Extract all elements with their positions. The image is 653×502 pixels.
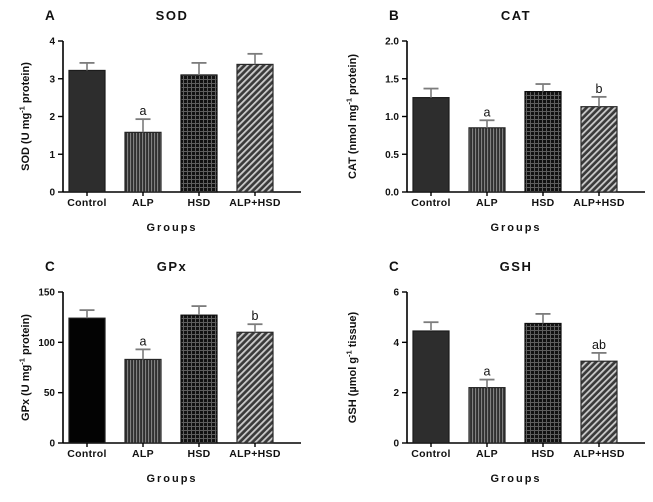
bar-control: [412, 97, 450, 193]
x-tick-label: ALP+HSD: [229, 197, 281, 209]
y-tick-label: 1.0: [385, 112, 399, 123]
x-tick-label: ALP: [476, 197, 498, 209]
y-tick-label: 6: [393, 288, 399, 299]
y-tick-label: 0.5: [385, 150, 399, 161]
y-tick-label: 3: [49, 74, 55, 85]
significance-label: a: [484, 105, 491, 119]
panel-gsh: C GSH 0 2 4 6 GSH (µmol g-1 tissue) Control a ALP…: [327, 251, 653, 502]
x-tick-label: HSD: [531, 448, 554, 460]
bar-alp: [124, 358, 162, 444]
panel-letter: C: [389, 259, 399, 274]
bar-hsd: [180, 74, 218, 193]
y-tick-label: 4: [393, 338, 399, 349]
panel-letter: C: [45, 259, 55, 274]
chart-cat: B CAT 0.0 0.5 1.0 1.5 2.0 CAT (nmol mg-1 protei…: [345, 8, 645, 234]
bar-hsd: [180, 314, 218, 444]
x-tick-label: HSD: [531, 197, 554, 209]
y-tick-label: 0: [49, 439, 55, 450]
x-tick-label: ALP: [476, 448, 498, 460]
significance-label: a: [140, 334, 147, 348]
significance-label: b: [252, 309, 259, 323]
bar-alp: [124, 131, 162, 193]
y-tick-label: 150: [38, 288, 55, 299]
panel-sod: A SOD 0 1 2 3 4 SOD (U mg-1 protein) Control a ALP…: [0, 0, 327, 251]
panel-gpx: C GPx 0 50 100 150 GPx (U mg-1 protein) Control…: [0, 251, 327, 502]
y-axis-label: SOD (U mg-1 protein): [18, 62, 33, 171]
bar-alp: [468, 387, 506, 444]
panel-title: SOD: [156, 8, 189, 23]
x-tick-label: Control: [411, 448, 450, 460]
bar-control: [412, 330, 450, 444]
x-axis-label: Groups: [490, 222, 541, 234]
x-axis-label: Groups: [490, 473, 541, 485]
x-tick-label: Control: [67, 448, 106, 460]
panel-title: GPx: [157, 259, 188, 274]
bar-alp-hsd: [236, 331, 274, 444]
bar-control: [68, 317, 106, 444]
bar-hsd: [524, 90, 562, 193]
significance-label: b: [596, 82, 603, 96]
bar-control: [68, 69, 106, 193]
bar-hsd: [524, 322, 562, 444]
y-tick-label: 1.5: [385, 74, 399, 85]
y-tick-label: 0: [49, 188, 55, 199]
panel-letter: B: [389, 8, 399, 23]
y-tick-label: 2.0: [385, 37, 399, 48]
panel-letter: A: [45, 8, 55, 23]
bar-alp-hsd: [236, 63, 274, 193]
bar-alp: [468, 127, 506, 193]
bar-alp-hsd: [580, 106, 618, 193]
x-tick-label: ALP: [132, 448, 154, 460]
x-axis-label: Groups: [146, 473, 197, 485]
y-tick-label: 0.0: [385, 188, 399, 199]
chart-sod: A SOD 0 1 2 3 4 SOD (U mg-1 protein) Control a ALP…: [18, 8, 301, 234]
significance-label: a: [484, 365, 491, 379]
x-tick-label: ALP: [132, 197, 154, 209]
y-axis-label: GSH (µmol g-1 tissue): [345, 311, 360, 423]
y-tick-label: 0: [393, 439, 399, 450]
panel-title: GSH: [500, 259, 533, 274]
x-tick-label: ALP+HSD: [573, 197, 625, 209]
y-tick-label: 50: [44, 388, 56, 399]
x-axis-label: Groups: [146, 222, 197, 234]
x-tick-label: Control: [67, 197, 106, 209]
bar-alp-hsd: [580, 360, 618, 444]
x-tick-label: HSD: [187, 197, 210, 209]
x-tick-label: HSD: [187, 448, 210, 460]
x-tick-label: ALP+HSD: [229, 448, 281, 460]
significance-label: ab: [592, 338, 606, 352]
y-tick-label: 1: [49, 150, 55, 161]
panel-cat: B CAT 0.0 0.5 1.0 1.5 2.0 CAT (nmol mg-1 protei…: [327, 0, 653, 251]
panel-title: CAT: [501, 8, 531, 23]
y-tick-label: 100: [38, 338, 55, 349]
y-tick-label: 4: [49, 37, 55, 48]
x-tick-label: ALP+HSD: [573, 448, 625, 460]
chart-gsh: C GSH 0 2 4 6 GSH (µmol g-1 tissue) Control a ALP…: [345, 259, 645, 485]
chart-gpx: C GPx 0 50 100 150 GPx (U mg-1 protein) Control…: [18, 259, 301, 485]
y-axis-label: GPx (U mg-1 protein): [18, 314, 33, 421]
y-tick-label: 2: [393, 388, 399, 399]
y-axis-label: CAT (nmol mg-1 protein): [345, 54, 360, 179]
x-tick-label: Control: [411, 197, 450, 209]
y-tick-label: 2: [49, 112, 55, 123]
significance-label: a: [140, 104, 147, 118]
